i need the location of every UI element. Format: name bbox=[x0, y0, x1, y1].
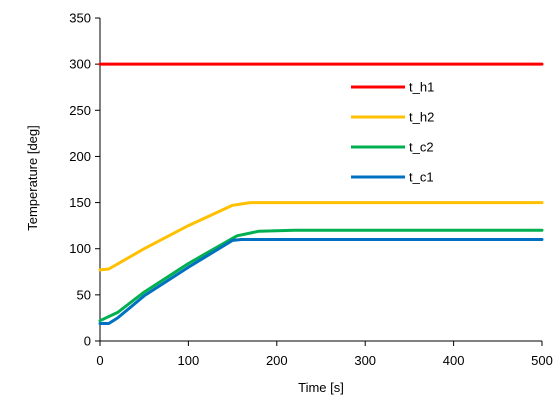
y-tick-label: 350 bbox=[69, 11, 91, 26]
series-line-t-c1 bbox=[98, 238, 544, 325]
y-tick-label: 200 bbox=[69, 149, 91, 164]
legend-label-t-c1: t_c1 bbox=[409, 170, 434, 185]
legend-label-t-h1: t_h1 bbox=[409, 80, 434, 95]
y-tick-label: 150 bbox=[69, 195, 91, 210]
series-line-t-h2 bbox=[98, 201, 544, 272]
y-axis-title: Temperature [deg] bbox=[25, 125, 40, 231]
x-tick-label: 0 bbox=[96, 353, 103, 368]
ticks: 0 50 100 150 200 250 300 350 0 100 200 300 400 500 bbox=[69, 11, 553, 369]
x-tick-label: 200 bbox=[266, 353, 288, 368]
axes bbox=[99, 18, 542, 342]
legend-label-t-h2: t_h2 bbox=[409, 110, 434, 125]
x-axis-title: Time [s] bbox=[298, 380, 344, 395]
x-tick-label: 400 bbox=[443, 353, 465, 368]
x-tick-label: 500 bbox=[531, 353, 553, 368]
series-line-t-c2 bbox=[98, 228, 544, 323]
legend: t_h1 t_h2 t_c2 t_c1 bbox=[351, 80, 434, 185]
series-layer bbox=[98, 62, 544, 325]
y-tick-label: 0 bbox=[84, 334, 91, 349]
y-tick-label: 300 bbox=[69, 57, 91, 72]
x-tick-label: 100 bbox=[178, 353, 200, 368]
y-tick-label: 50 bbox=[77, 287, 91, 302]
legend-label-t-c2: t_c2 bbox=[409, 140, 434, 155]
x-tick-label: 300 bbox=[354, 353, 376, 368]
y-tick-label: 100 bbox=[69, 241, 91, 256]
y-tick-label: 250 bbox=[69, 103, 91, 118]
